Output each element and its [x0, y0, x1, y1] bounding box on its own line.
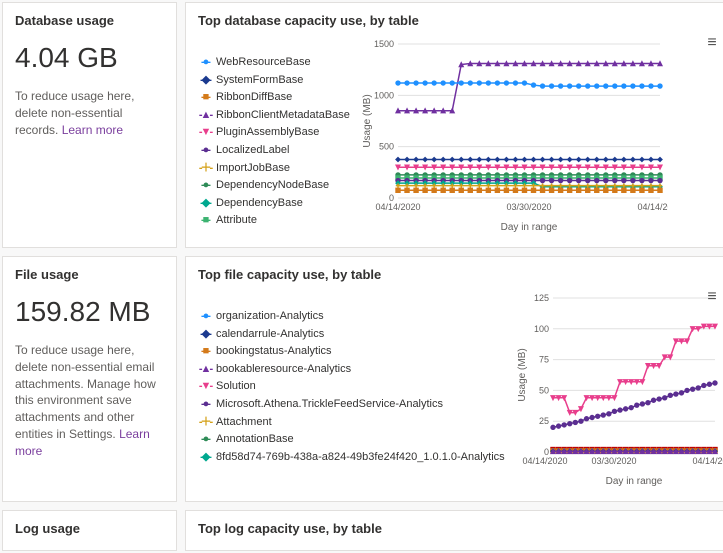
file-usage-title: File usage — [15, 267, 164, 282]
database-legend-label: WebResourceBase — [216, 56, 311, 68]
database-legend-label: DependencyNodeBase — [216, 179, 329, 191]
log-chart-title: Top log capacity use, by table — [198, 521, 723, 536]
file-legend-item: -●- AnnotationBase — [198, 431, 505, 449]
file-legend-item: -▲- bookableresource-Analytics — [198, 361, 505, 379]
svg-text:03/30/2020: 03/30/2020 — [506, 202, 551, 212]
database-legend-marker-icon: -◆- — [198, 195, 212, 213]
database-usage-card: Database usage 4.04 GB To reduce usage h… — [2, 2, 177, 248]
file-legend-marker-icon: -＋- — [198, 414, 212, 432]
file-chart-svg: 025507510012504/14/202003/30/202004/14/2… — [513, 288, 723, 488]
log-usage-title: Log usage — [15, 521, 164, 536]
database-legend-item: -◆- SystemFormBase — [198, 72, 350, 90]
database-learn-more-link[interactable]: Learn more — [62, 123, 123, 137]
file-legend-label: bookableresource-Analytics — [216, 363, 351, 375]
svg-text:Usage (MB): Usage (MB) — [362, 94, 373, 147]
database-legend-item: -■- RibbonDiffBase — [198, 89, 350, 107]
file-legend-marker-icon: -▼- — [198, 378, 212, 396]
file-chart-legend: -●- organization-Analytics -◆- calendarrule… — [198, 288, 505, 491]
file-legend-label: 8fd58d74-769b-438a-a824-49b3fe24f420_1.0… — [216, 451, 505, 463]
database-usage-description: To reduce usage here, delete non-essenti… — [15, 88, 164, 138]
database-legend-item: -◆- DependencyBase — [198, 195, 350, 213]
database-legend-marker-icon: -▲- — [198, 107, 212, 125]
database-legend-item: -●- WebResourceBase — [198, 54, 350, 72]
svg-text:1000: 1000 — [374, 90, 394, 100]
database-usage-title: Database usage — [15, 13, 164, 28]
svg-text:Day in range: Day in range — [605, 476, 662, 487]
file-legend-label: Microsoft.Athena.TrickleFeedService-Anal… — [216, 398, 443, 410]
file-legend-marker-icon: -▲- — [198, 361, 212, 379]
svg-text:25: 25 — [539, 416, 549, 426]
database-legend-item: -■- Attribute — [198, 212, 350, 230]
file-usage-metric: 159.82 MB — [15, 296, 164, 328]
file-legend-label: bookingstatus-Analytics — [216, 345, 332, 357]
log-chart-card: Top log capacity use, by table — [185, 510, 723, 551]
database-legend-item: -▼- PluginAssemblyBase — [198, 124, 350, 142]
svg-text:75: 75 — [539, 355, 549, 365]
database-legend-marker-icon: -▼- — [198, 124, 212, 142]
svg-text:03/30/2020: 03/30/2020 — [591, 456, 636, 466]
file-legend-marker-icon: -◆- — [198, 326, 212, 344]
database-chart-menu-icon[interactable]: ≡ — [707, 38, 716, 48]
database-legend-label: Attribute — [216, 214, 257, 226]
svg-text:04/14/2020: 04/14/2020 — [522, 456, 567, 466]
file-legend-marker-icon: -◆- — [198, 449, 212, 467]
database-legend-marker-icon: -■- — [198, 89, 212, 107]
database-legend-marker-icon: -●- — [198, 142, 212, 160]
database-legend-marker-icon: -■- — [198, 212, 212, 230]
database-legend-marker-icon: -●- — [198, 54, 212, 72]
database-legend-label: SystemFormBase — [216, 74, 303, 86]
file-legend-marker-icon: -●- — [198, 431, 212, 449]
svg-text:04/14/2020: 04/14/2020 — [637, 202, 668, 212]
file-chart-card: Top file capacity use, by table -●- organ… — [185, 256, 723, 502]
database-chart-svg: 05001000150004/14/202003/30/202004/14/20… — [358, 34, 668, 234]
file-legend-label: Attachment — [216, 416, 272, 428]
database-legend-label: LocalizedLabel — [216, 144, 289, 156]
database-chart-title: Top database capacity use, by table — [198, 13, 723, 28]
database-legend-label: RibbonClientMetadataBase — [216, 109, 350, 121]
file-legend-label: organization-Analytics — [216, 310, 324, 322]
file-legend-item: -■- bookingstatus-Analytics — [198, 343, 505, 361]
file-chart-menu-icon[interactable]: ≡ — [707, 292, 716, 302]
database-legend-marker-icon: -＋- — [198, 160, 212, 178]
database-legend-marker-icon: -◆- — [198, 72, 212, 90]
file-legend-label: AnnotationBase — [216, 433, 294, 445]
svg-text:04/14/2020: 04/14/2020 — [692, 456, 723, 466]
svg-text:1500: 1500 — [374, 39, 394, 49]
file-legend-marker-icon: -■- — [198, 343, 212, 361]
database-legend-label: PluginAssemblyBase — [216, 126, 319, 138]
database-chart-legend: -●- WebResourceBase -◆- SystemFormBase -■- Ri… — [198, 34, 350, 237]
log-usage-card: Log usage — [2, 510, 177, 551]
file-legend-label: calendarrule-Analytics — [216, 328, 324, 340]
database-legend-item: -＋- ImportJobBase — [198, 160, 350, 178]
database-legend-label: DependencyBase — [216, 197, 303, 209]
database-legend-item: -▲- RibbonClientMetadataBase — [198, 107, 350, 125]
database-usage-metric: 4.04 GB — [15, 42, 164, 74]
file-legend-item: -＋- Attachment — [198, 414, 505, 432]
file-legend-label: Solution — [216, 380, 256, 392]
database-chart-card: Top database capacity use, by table -●- W… — [185, 2, 723, 248]
file-chart-title: Top file capacity use, by table — [198, 267, 723, 282]
database-legend-marker-icon: -●- — [198, 177, 212, 195]
database-legend-label: ImportJobBase — [216, 162, 290, 174]
svg-text:Usage (MB): Usage (MB) — [517, 348, 528, 401]
file-legend-item: -●- Microsoft.Athena.TrickleFeedService-A… — [198, 396, 505, 414]
svg-text:500: 500 — [379, 142, 394, 152]
file-legend-item: -●- organization-Analytics — [198, 308, 505, 326]
database-legend-label: RibbonDiffBase — [216, 91, 292, 103]
file-usage-card: File usage 159.82 MB To reduce usage her… — [2, 256, 177, 502]
file-legend-item: -▼- Solution — [198, 378, 505, 396]
file-legend-marker-icon: -●- — [198, 396, 212, 414]
file-legend-item: -◆- calendarrule-Analytics — [198, 326, 505, 344]
file-legend-item: -◆- 8fd58d74-769b-438a-a824-49b3fe24f420_… — [198, 449, 505, 467]
svg-text:Day in range: Day in range — [501, 222, 558, 233]
svg-text:50: 50 — [539, 385, 549, 395]
database-legend-item: -●- DependencyNodeBase — [198, 177, 350, 195]
svg-text:100: 100 — [534, 324, 549, 334]
svg-text:04/14/2020: 04/14/2020 — [375, 202, 420, 212]
file-usage-description: To reduce usage here, delete non-essenti… — [15, 342, 164, 460]
svg-text:125: 125 — [534, 293, 549, 303]
database-legend-item: -●- LocalizedLabel — [198, 142, 350, 160]
file-legend-marker-icon: -●- — [198, 308, 212, 326]
